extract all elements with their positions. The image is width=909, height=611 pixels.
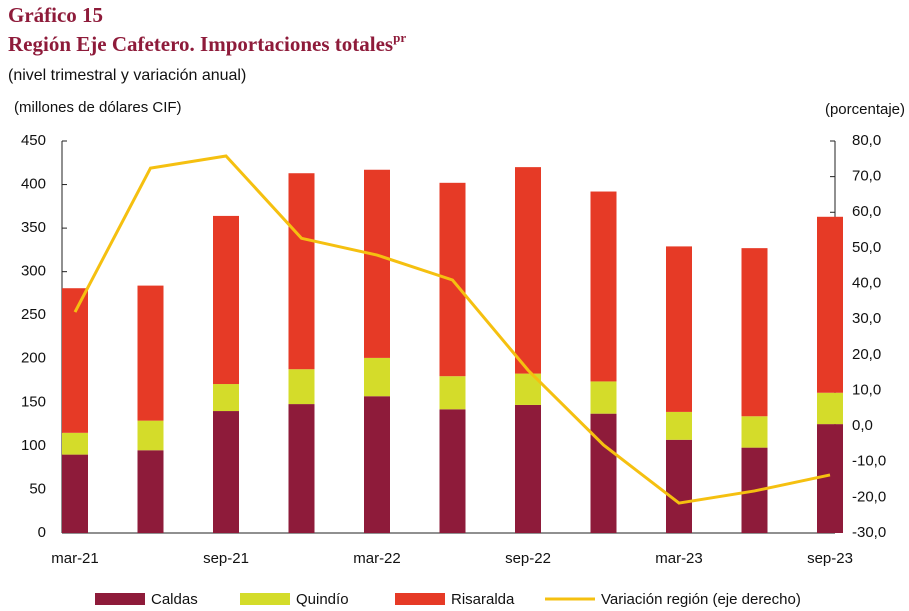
bar (364, 396, 390, 533)
y-tick-label: 200 (21, 350, 46, 367)
bar (439, 376, 466, 410)
y2-tick-label: 10,0 (852, 381, 881, 398)
x-tick-label: mar-21 (51, 550, 99, 567)
legend-label: Caldas (151, 591, 198, 608)
y-tick-label: 450 (21, 132, 46, 149)
bar (741, 416, 768, 448)
y2-tick-label: 80,0 (852, 132, 881, 149)
bar (213, 215, 239, 385)
bar (364, 357, 390, 397)
bar (741, 248, 768, 417)
y2-tick-label: 20,0 (852, 346, 881, 363)
y-tick-label: 350 (21, 219, 46, 236)
chart-title: Región Eje Cafetero. Importaciones total… (8, 30, 406, 56)
bar (137, 420, 164, 451)
legend-label: Variación región (eje derecho) (601, 591, 801, 608)
legend-label: Quindío (296, 591, 349, 608)
bar (62, 288, 88, 433)
bar (364, 169, 390, 358)
y2-tick-label: -10,0 (852, 453, 886, 470)
y-tick-label: 100 (21, 437, 46, 454)
y-tick-label: 0 (38, 524, 46, 541)
bar (817, 216, 843, 393)
chart-subtitle: (nivel trimestral y variación anual) (8, 67, 246, 84)
x-tick-label: mar-23 (655, 550, 703, 567)
y-axis-label: (millones de dólares CIF) (14, 99, 182, 116)
y2-axis-label: (porcentaje) (825, 101, 905, 118)
y-tick-label: 250 (21, 306, 46, 323)
x-tick-label: mar-22 (353, 550, 401, 567)
x-tick-label: sep-23 (807, 550, 853, 567)
bar (666, 411, 692, 440)
line (73, 154, 831, 505)
bar (213, 384, 239, 412)
bar (62, 432, 88, 455)
bar (288, 404, 315, 533)
y2-tick-label: 30,0 (852, 310, 881, 327)
bar (288, 369, 315, 405)
y2-tick-label: -20,0 (852, 488, 886, 505)
legend-swatch (95, 593, 145, 605)
x-tick-label: sep-22 (505, 550, 551, 567)
bar (137, 450, 164, 533)
bar (590, 413, 617, 533)
y2-tick-label: -30,0 (852, 524, 886, 541)
y-tick-label: 300 (21, 263, 46, 280)
y-tick-label: 400 (21, 176, 46, 193)
title-superscript: pr (393, 30, 406, 45)
bar (439, 409, 466, 533)
bar (817, 392, 843, 425)
y-tick-label: 50 (29, 480, 46, 497)
x-tick-label: sep-21 (203, 550, 249, 567)
bar (590, 191, 617, 382)
bar (137, 285, 164, 421)
bar (666, 246, 692, 412)
bar (62, 454, 88, 533)
bar (515, 404, 541, 533)
chart-heading: Gráfico 15 (8, 3, 103, 27)
bar (666, 439, 692, 533)
bar (515, 167, 541, 374)
legend-swatch (395, 593, 445, 605)
bar (288, 173, 315, 370)
legend-swatch (240, 593, 290, 605)
legend-label: Risaralda (451, 591, 515, 608)
y2-tick-label: 40,0 (852, 275, 881, 292)
y2-tick-label: 70,0 (852, 168, 881, 185)
y2-tick-label: 0,0 (852, 417, 873, 434)
bar (213, 411, 239, 533)
y2-tick-label: 50,0 (852, 239, 881, 256)
bar (817, 424, 843, 533)
bar (590, 381, 617, 414)
y2-tick-label: 60,0 (852, 203, 881, 220)
y-tick-label: 150 (21, 393, 46, 410)
title-text: Región Eje Cafetero. Importaciones total… (8, 32, 393, 56)
